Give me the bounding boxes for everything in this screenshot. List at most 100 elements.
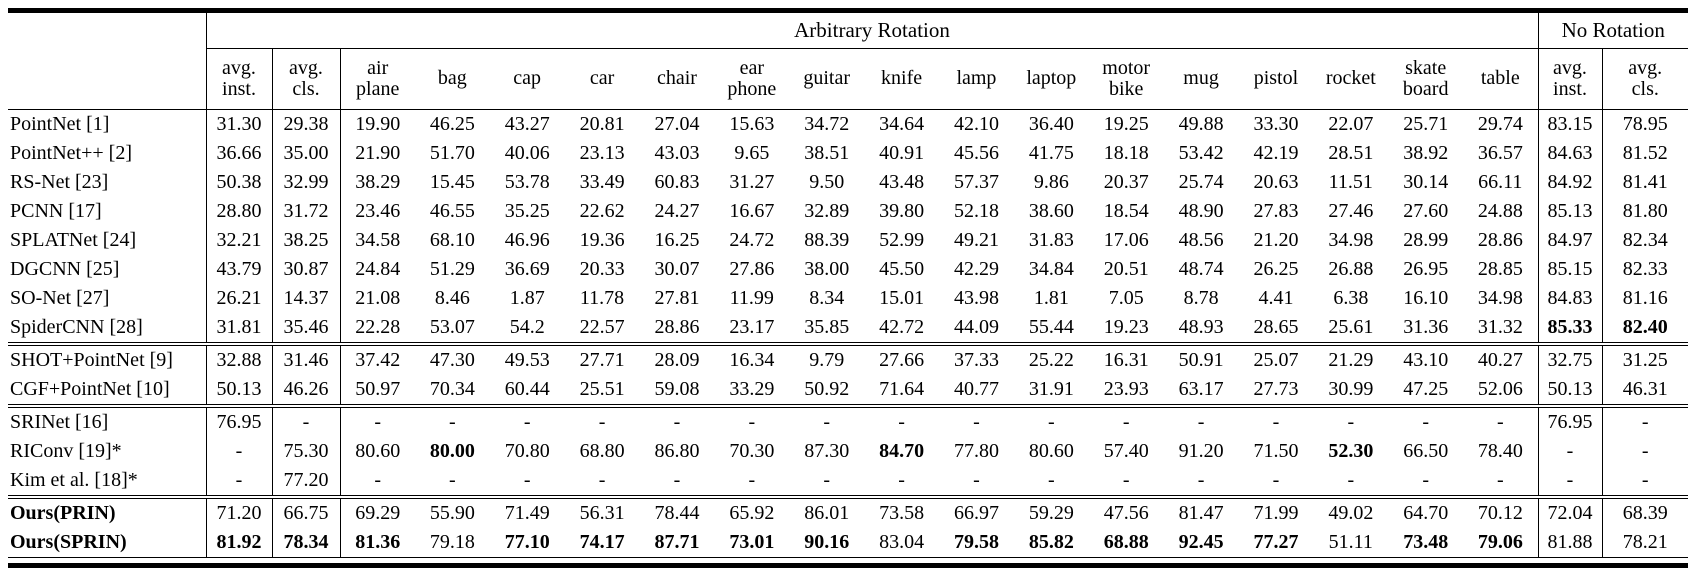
value-cell: 35.00 [272,138,341,168]
value-cell: - [1047,468,1055,491]
column-header-lamp-10: lamp [939,48,1014,110]
value-cell: 27.46 [1328,199,1374,222]
value-cell: 81.52 [1622,141,1668,164]
value-cell: 57.37 [953,170,999,193]
value-cell: 23.17 [729,315,775,338]
value-cell: 23.93 [1103,377,1149,400]
value-cell: 70.34 [429,377,475,400]
value-cell: 28.51 [1328,141,1374,164]
value-cell: 34.58 [355,228,401,251]
value-cell: 31.25 [1602,341,1688,375]
value-cell: 75.30 [272,436,341,466]
value-cell: 71.50 [1253,439,1299,462]
value-cell: 45.56 [953,141,999,164]
value-cell: 66.97 [939,494,1014,528]
table-row: SPLATNet [24] 32.21 38.25 34.58 68.10 46.96 19… [8,225,1688,255]
value-cell: 47.30 [414,341,490,375]
value-cell: 26.88 [1328,257,1374,280]
corner-cell [8,13,207,48]
value-cell: 25.07 [1238,341,1314,375]
column-header-chair-6: chair [639,48,715,110]
results-table: Arbitrary Rotation No Rotation avg. inst. av… [8,13,1688,558]
value-cell: 26.95 [1403,257,1449,280]
value-cell: 59.08 [654,377,700,400]
method-name: RS-Net [23] [8,167,207,197]
value-cell: 22.62 [579,199,625,222]
value-cell: 16.10 [1403,286,1449,309]
table-body: PointNet [1] 31.30 29.38 19.90 46.25 43.27 20.… [8,109,1688,558]
column-header-knife-9: knife [864,48,939,110]
value-cell: 9.65 [734,141,770,164]
value-cell: - [272,403,341,437]
value-cell: 26.21 [206,283,273,313]
value-cell: 51.29 [429,257,475,280]
value-cell: 87.71 [639,527,715,558]
value-cell: 27.66 [864,341,939,375]
value-cell: 8.78 [1183,286,1219,309]
group-header-arbitrary-rotation: Arbitrary Rotation [206,13,1539,49]
value-cell: 51.11 [1313,527,1389,558]
column-header-avg-cls-1: avg. cls. [272,48,341,110]
value-cell: 25.61 [1328,315,1374,338]
value-cell: 32.21 [206,225,273,255]
value-cell: 45.50 [879,257,925,280]
value-cell: 60.83 [654,170,700,193]
value-cell: 24.27 [654,199,700,222]
value-cell: 82.34 [1622,228,1668,251]
value-cell: 79.58 [939,527,1014,558]
value-cell: 42.29 [953,257,999,280]
value-cell: 65.92 [714,494,790,528]
column-header-mug-13: mug [1163,48,1239,110]
value-cell: 16.25 [654,228,700,251]
value-cell: 16.31 [1088,341,1164,375]
value-cell: 37.42 [340,341,415,375]
value-cell: - [1238,403,1314,437]
value-cell: 66.50 [1403,439,1449,462]
value-cell: 46.55 [429,199,475,222]
column-header-laptop-11: laptop [1013,48,1089,110]
value-cell: - [789,403,865,437]
value-cell: 21.29 [1313,341,1389,375]
value-cell: 35.46 [272,312,341,344]
value-cell: 50.13 [206,374,273,406]
value-cell: 81.80 [1622,199,1668,222]
value-cell: 64.70 [1388,494,1464,528]
table-row: Ours(SPRIN) 81.92 78.34 81.36 79.18 77.10 74.1… [8,527,1688,558]
value-cell: - [1122,468,1130,491]
value-cell: 49.88 [1178,112,1224,135]
value-cell: 34.84 [1028,257,1074,280]
value-cell: - [374,468,382,491]
value-cell: 79.18 [414,527,490,558]
value-cell: 38.60 [1028,199,1074,222]
value-cell: 73.01 [714,527,790,558]
value-cell: 40.77 [953,377,999,400]
value-cell: 43.10 [1388,341,1464,375]
value-cell: 70.30 [729,439,775,462]
value-cell: 48.90 [1178,199,1224,222]
value-cell: 47.25 [1403,377,1449,400]
value-cell: - [206,465,273,497]
value-cell: 31.30 [206,109,273,139]
value-cell: 32.89 [804,199,850,222]
method-name: Kim et al. [18]* [8,465,207,497]
value-cell: 31.91 [1028,377,1074,400]
value-cell: 34.98 [1328,228,1374,251]
column-header-ear-phone-7: ear phone [714,48,790,110]
value-cell: 36.66 [206,138,273,168]
value-cell: 77.27 [1238,527,1314,558]
value-cell: 78.34 [272,527,341,558]
value-cell: 18.54 [1103,199,1149,222]
value-cell: 25.74 [1178,170,1224,193]
value-cell: 19.90 [355,112,401,135]
value-cell: 46.31 [1622,377,1668,400]
column-header-avg-inst-18: avg. inst. [1538,48,1603,110]
column-header-skate-board-16: skate board [1388,48,1464,110]
table-row: SRINet [16] 76.95- - - - - - - - - - - - - - - - -76.95- [8,403,1688,437]
value-cell: 46.25 [429,112,475,135]
value-cell: 51.70 [429,141,475,164]
value-cell: - [1163,403,1239,437]
value-cell: 50.97 [355,377,401,400]
value-cell: 50.38 [206,167,273,197]
value-cell: 46.26 [272,374,341,406]
value-cell: 38.51 [804,141,850,164]
